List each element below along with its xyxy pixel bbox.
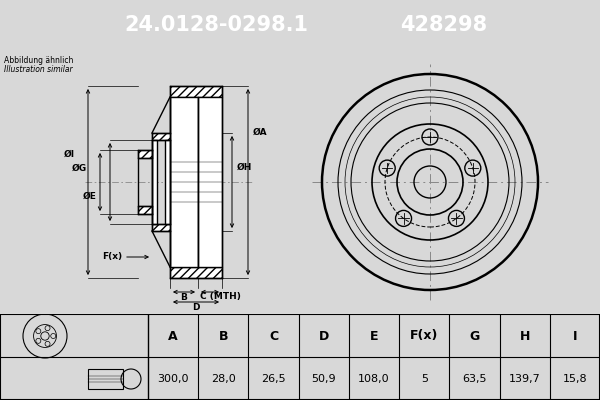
Bar (88, 369, 123, 389)
Bar (170, 267, 222, 278)
Text: 50,9: 50,9 (311, 374, 336, 384)
Text: 63,5: 63,5 (462, 374, 487, 384)
Text: D: D (319, 330, 329, 342)
Text: 24.0128-0298.1: 24.0128-0298.1 (124, 15, 308, 35)
Text: Illustration similar: Illustration similar (4, 65, 73, 74)
Text: Abbildung ähnlich: Abbildung ähnlich (4, 56, 73, 65)
Bar (152, 133, 170, 140)
Text: G: G (469, 330, 479, 342)
Text: 26,5: 26,5 (261, 374, 286, 384)
Text: 300,0: 300,0 (157, 374, 189, 384)
Bar (165, 140, 170, 224)
Bar (170, 97, 198, 267)
Text: H: H (520, 330, 530, 342)
Text: C: C (269, 330, 278, 342)
Text: B: B (218, 330, 228, 342)
Bar (198, 97, 222, 267)
Text: E: E (370, 330, 378, 342)
Text: ØE: ØE (83, 192, 97, 200)
Bar (152, 224, 170, 231)
Text: 28,0: 28,0 (211, 374, 236, 384)
Bar (170, 86, 222, 97)
Bar (152, 140, 157, 224)
Text: ØG: ØG (72, 164, 87, 172)
Bar (138, 206, 152, 214)
Text: F(x): F(x) (410, 330, 439, 342)
Text: 428298: 428298 (400, 15, 488, 35)
Text: D: D (192, 302, 200, 312)
Text: 139,7: 139,7 (509, 374, 541, 384)
Text: ØI: ØI (64, 150, 75, 158)
Text: F(x): F(x) (102, 252, 122, 262)
Text: I: I (572, 330, 577, 342)
Text: ØA: ØA (253, 128, 268, 136)
Text: 15,8: 15,8 (563, 374, 587, 384)
Text: A: A (168, 330, 178, 342)
Text: 108,0: 108,0 (358, 374, 390, 384)
Bar (138, 150, 152, 158)
Text: 5: 5 (421, 374, 428, 384)
Text: ØH: ØH (237, 162, 253, 172)
Text: B: B (181, 292, 187, 302)
Text: C (MTH): C (MTH) (200, 292, 241, 302)
